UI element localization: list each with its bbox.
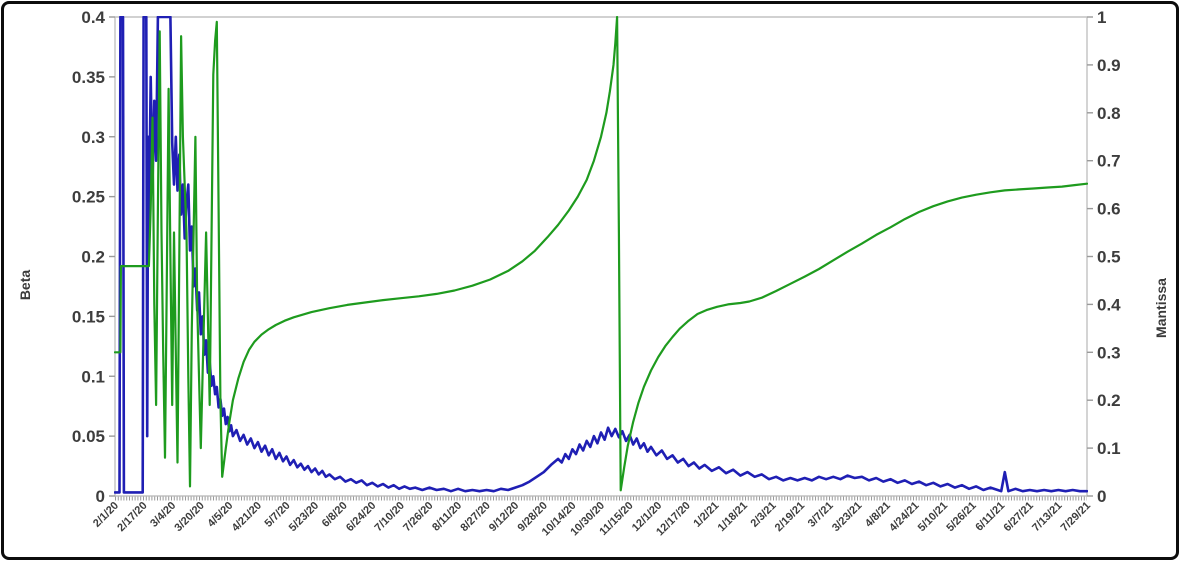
x-axis-tick-label: 5/26/21 bbox=[944, 500, 978, 534]
right-axis-tick-label: 0 bbox=[1097, 487, 1106, 506]
right-axis-tick-label: 0.7 bbox=[1097, 152, 1121, 171]
x-axis-tick-label: 3/20/20 bbox=[172, 500, 206, 534]
right-axis-tick-label: 0.4 bbox=[1097, 295, 1121, 314]
x-axis-tick-label: 6/24/20 bbox=[344, 500, 378, 534]
x-axis-tick-label: 7/26/20 bbox=[401, 500, 435, 534]
left-axis-tick-label: 0.3 bbox=[81, 128, 105, 147]
x-axis-tick-label: 6/27/21 bbox=[1002, 500, 1036, 534]
left-axis-tick-label: 0.25 bbox=[72, 188, 105, 207]
x-axis-tick-label: 4/21/20 bbox=[230, 500, 264, 534]
left-axis-tick-label: 0.35 bbox=[72, 68, 105, 87]
x-axis-tick-label: 7/10/20 bbox=[373, 500, 407, 534]
x-axis-tick-label: 9/12/20 bbox=[487, 500, 521, 534]
x-axis-tick-label: 7/13/21 bbox=[1030, 500, 1064, 534]
right-axis-tick-label: 0.1 bbox=[1097, 439, 1121, 458]
beta-series-line bbox=[114, 16, 1088, 494]
x-axis-tick-label: 2/17/20 bbox=[115, 500, 149, 534]
x-axis-tick-label: 1/18/21 bbox=[716, 500, 750, 534]
left-axis-tick-label: 0.1 bbox=[81, 367, 105, 386]
x-axis-tick-label: 8/11/20 bbox=[430, 500, 464, 534]
x-axis-tick-label: 2/19/21 bbox=[773, 500, 807, 534]
right-axis-tick-label: 0.6 bbox=[1097, 200, 1121, 219]
left-axis-tick-label: 0.05 bbox=[72, 427, 105, 446]
x-axis-tick-label: 5/10/21 bbox=[916, 500, 950, 534]
mantissa-series-line bbox=[114, 16, 1088, 492]
right-axis-tick-label: 0.2 bbox=[1097, 391, 1121, 410]
right-axis-tick-label: 0.8 bbox=[1097, 104, 1121, 123]
left-axis-tick-label: 0.4 bbox=[81, 8, 105, 27]
x-axis-tick-label: 3/23/21 bbox=[830, 500, 864, 534]
left-axis-tick-label: 0.2 bbox=[81, 248, 105, 267]
x-axis-tick-label: 5/23/20 bbox=[287, 500, 321, 534]
x-axis-tick-label: 8/27/20 bbox=[458, 500, 492, 534]
x-axis-tick-label: 7/29/21 bbox=[1059, 500, 1093, 534]
right-axis-tick-label: 0.3 bbox=[1097, 343, 1121, 362]
left-axis-tick-label: 0.15 bbox=[72, 307, 105, 326]
right-axis-tick-label: 0.9 bbox=[1097, 56, 1121, 75]
left-axis-tick-label: 0 bbox=[96, 487, 105, 506]
right-axis-tick-label: 1 bbox=[1097, 8, 1106, 27]
x-axis-tick-label: 6/11/21 bbox=[973, 500, 1007, 534]
x-axis-tick-label: 4/24/21 bbox=[887, 500, 921, 534]
right-axis-tick-label: 0.5 bbox=[1097, 248, 1121, 267]
